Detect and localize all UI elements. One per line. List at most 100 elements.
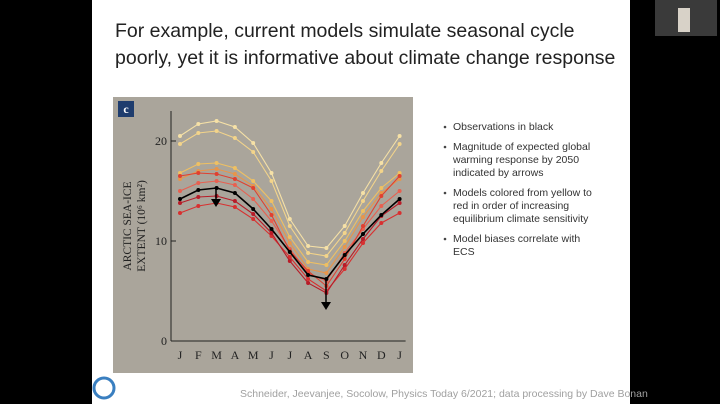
title-line: poorly, yet it is informative about clim…	[115, 47, 615, 69]
x-tick-label: J	[269, 348, 274, 362]
data-point	[342, 267, 347, 271]
data-point	[196, 204, 201, 208]
data-point	[214, 119, 219, 123]
data-point	[269, 207, 274, 211]
data-point	[196, 162, 201, 166]
data-point	[361, 215, 365, 219]
data-point	[342, 224, 347, 228]
x-tick-label: A	[231, 348, 240, 362]
data-point	[379, 169, 384, 173]
data-point	[214, 129, 219, 133]
bullet-text: Models colored from yellow to	[453, 187, 592, 199]
data-point	[306, 251, 311, 255]
data-point	[269, 199, 274, 203]
data-point	[287, 224, 292, 228]
data-point	[342, 239, 347, 243]
data-point	[306, 273, 311, 277]
data-point	[287, 235, 292, 239]
arrow-head	[211, 199, 221, 207]
data-point	[178, 171, 182, 175]
data-point	[379, 186, 384, 190]
bullet-text: ECS	[453, 246, 475, 258]
data-point	[397, 174, 402, 178]
data-point	[306, 277, 311, 281]
x-tick-label: J	[287, 348, 292, 362]
data-point	[287, 255, 292, 259]
bullet-text: Magnitude of expected global	[453, 141, 590, 153]
webcam-person	[678, 8, 690, 32]
data-point	[342, 263, 347, 267]
data-point	[269, 227, 274, 231]
data-point	[178, 142, 182, 146]
bullet-text: Model biases correlate with	[453, 233, 580, 245]
data-point	[379, 191, 384, 195]
data-point	[214, 161, 219, 165]
data-point	[397, 142, 402, 146]
data-point	[379, 221, 384, 225]
data-point	[306, 269, 311, 273]
bullet-text: equilibrium climate sensitivity	[453, 213, 589, 225]
data-point	[232, 183, 237, 187]
y-axis-label: ARCTIC SEA-ICE	[122, 181, 134, 270]
data-point	[196, 131, 201, 135]
data-point	[397, 189, 402, 193]
data-point	[379, 194, 384, 198]
data-point	[397, 171, 402, 175]
data-point	[196, 171, 201, 175]
data-point	[269, 219, 274, 223]
data-point	[232, 177, 237, 181]
data-point	[361, 224, 365, 228]
data-point	[251, 212, 256, 216]
data-point	[361, 237, 365, 241]
data-point	[342, 231, 347, 235]
data-point	[251, 186, 256, 190]
data-point	[196, 122, 201, 126]
data-point	[251, 217, 256, 221]
data-point	[361, 191, 365, 195]
data-point	[397, 211, 402, 215]
data-point	[397, 201, 402, 205]
data-point	[379, 204, 384, 208]
data-point	[178, 211, 182, 215]
panel-label: c	[123, 102, 129, 116]
data-point	[324, 263, 329, 267]
bullet-dot	[443, 191, 447, 195]
data-point	[232, 125, 237, 129]
x-tick-label: S	[323, 348, 330, 362]
data-point	[287, 241, 292, 245]
data-point	[324, 254, 329, 258]
data-point	[342, 257, 347, 261]
data-point	[361, 199, 365, 203]
y-tick-label: 0	[161, 334, 167, 348]
data-point	[178, 134, 182, 138]
data-point	[397, 197, 402, 201]
data-point	[361, 232, 365, 236]
data-point	[178, 177, 182, 181]
bullet-dot	[443, 125, 447, 129]
x-tick-label: O	[340, 348, 349, 362]
data-point	[232, 172, 237, 176]
logo	[92, 376, 116, 400]
data-point	[269, 179, 274, 183]
bullet-list: Observations in black Magnitude of expect…	[443, 121, 592, 258]
panel-badge	[118, 101, 134, 117]
x-tick-label: N	[359, 348, 368, 362]
data-point	[306, 281, 311, 285]
data-point	[287, 217, 292, 221]
data-point	[232, 205, 237, 209]
data-point	[397, 134, 402, 138]
data-point	[178, 189, 182, 193]
data-point	[379, 161, 384, 165]
data-point	[251, 179, 256, 183]
data-point	[232, 136, 237, 140]
x-tick-label: M	[248, 348, 259, 362]
arrow-head	[321, 302, 331, 310]
data-point	[397, 177, 402, 181]
data-point	[269, 171, 274, 175]
x-tick-label: J	[397, 348, 402, 362]
y-axis-label: EXTENT (10⁶ km²)	[136, 180, 148, 272]
bullet-text: warming response by 2050	[452, 154, 579, 166]
data-point	[251, 197, 256, 201]
